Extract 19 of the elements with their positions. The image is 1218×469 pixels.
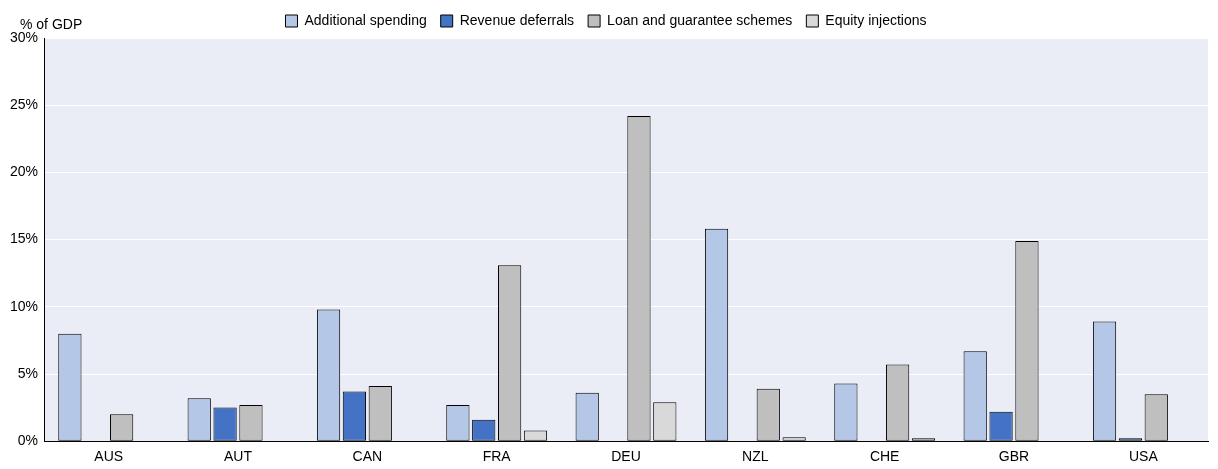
y-tick-label: 5%: [17, 364, 39, 381]
y-tick-label: 15%: [9, 230, 39, 247]
x-tick-label: CHE: [869, 448, 900, 465]
legend-label: Loan and guarantee schemes: [607, 11, 793, 28]
x-tick-label: NZL: [742, 448, 769, 465]
y-tick-label: 25%: [9, 96, 39, 113]
x-tick-label: FRA: [482, 448, 512, 465]
x-tick-label: CAN: [352, 448, 383, 465]
legend-label: Equity injections: [825, 11, 927, 28]
legend-label: Revenue deferrals: [459, 11, 575, 28]
y-tick-label: 20%: [9, 163, 39, 180]
x-tick-label: DEU: [611, 448, 641, 465]
y-tick-label: 0%: [17, 432, 39, 449]
legend-label: Additional spending: [304, 11, 427, 28]
x-tick-label: USA: [1128, 448, 1159, 465]
x-tick-label: AUS: [94, 448, 124, 465]
x-tick-label: AUT: [224, 448, 253, 465]
y-tick-label: 10%: [9, 297, 39, 314]
x-tick-label: GBR: [998, 448, 1030, 465]
